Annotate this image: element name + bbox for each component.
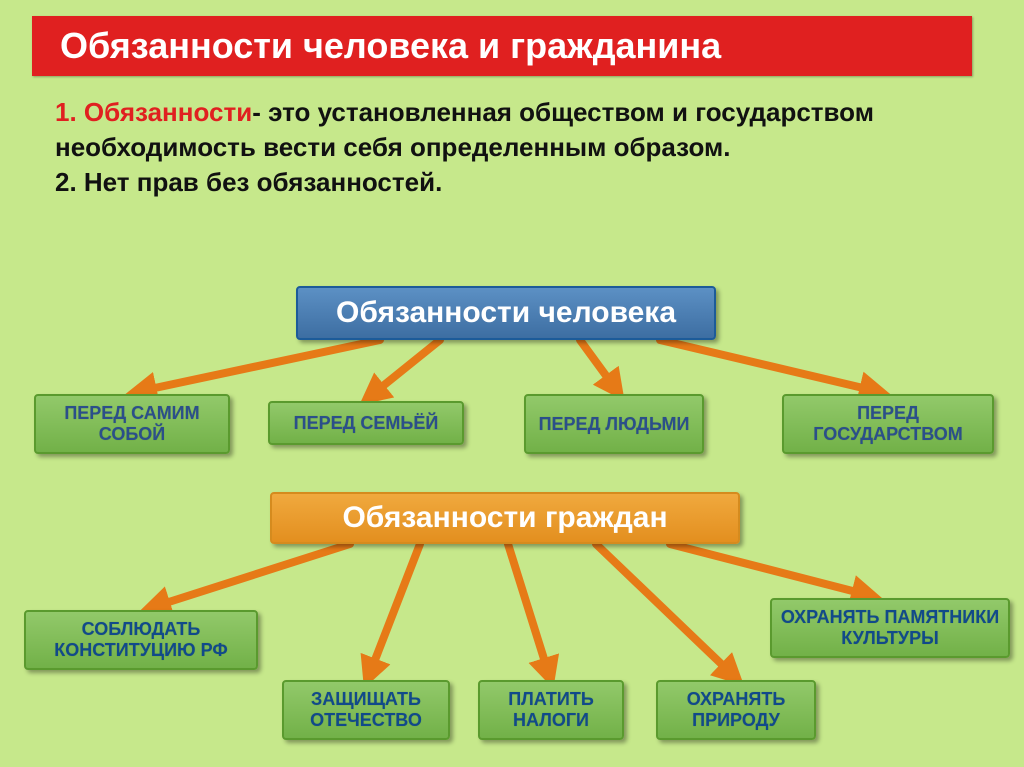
- definition-term: 1. Обязанности: [55, 97, 252, 127]
- section1-child-0: ПЕРЕД САМИМ СОБОЙ: [34, 394, 230, 454]
- definition-text: 1. Обязанности- это установленная общест…: [55, 95, 965, 200]
- section2-child-0: СОБЛЮДАТЬ КОНСТИТУЦИЮ РФ: [24, 610, 258, 670]
- section2-child-2-label: ПЛАТИТЬ НАЛОГИ: [488, 689, 614, 731]
- section1-header-label: Обязанности человека: [336, 296, 676, 330]
- section2-header: Обязанности граждан: [270, 492, 740, 544]
- section1-child-3-label: ПЕРЕД ГОСУДАРСТВОМ: [792, 403, 984, 445]
- section2-child-4: ОХРАНЯТЬ ПАМЯТНИКИ КУЛЬТУРЫ: [770, 598, 1010, 658]
- section2-child-3: ОХРАНЯТЬ ПРИРОДУ: [656, 680, 816, 740]
- section1-header: Обязанности человека: [296, 286, 716, 340]
- section1-child-2-label: ПЕРЕД ЛЮДЬМИ: [539, 414, 690, 435]
- section2-child-1-label: ЗАЩИЩАТЬ ОТЕЧЕСТВО: [292, 689, 440, 731]
- section1-child-1-label: ПЕРЕД СЕМЬЁЙ: [294, 413, 439, 434]
- slide-title: Обязанности человека и гражданина: [32, 16, 972, 76]
- section2-header-label: Обязанности граждан: [342, 501, 667, 535]
- section1-child-3: ПЕРЕД ГОСУДАРСТВОМ: [782, 394, 994, 454]
- section2-child-2: ПЛАТИТЬ НАЛОГИ: [478, 680, 624, 740]
- section1-child-1: ПЕРЕД СЕМЬЁЙ: [268, 401, 464, 445]
- section2-child-1: ЗАЩИЩАТЬ ОТЕЧЕСТВО: [282, 680, 450, 740]
- section1-child-0-label: ПЕРЕД САМИМ СОБОЙ: [44, 403, 220, 445]
- section2-child-4-label: ОХРАНЯТЬ ПАМЯТНИКИ КУЛЬТУРЫ: [780, 607, 1000, 649]
- slide-title-text: Обязанности человека и гражданина: [60, 25, 721, 67]
- definition-line2: 2. Нет прав без обязанностей.: [55, 167, 442, 197]
- section2-child-0-label: СОБЛЮДАТЬ КОНСТИТУЦИЮ РФ: [34, 619, 248, 661]
- section1-child-2: ПЕРЕД ЛЮДЬМИ: [524, 394, 704, 454]
- section2-child-3-label: ОХРАНЯТЬ ПРИРОДУ: [666, 689, 806, 731]
